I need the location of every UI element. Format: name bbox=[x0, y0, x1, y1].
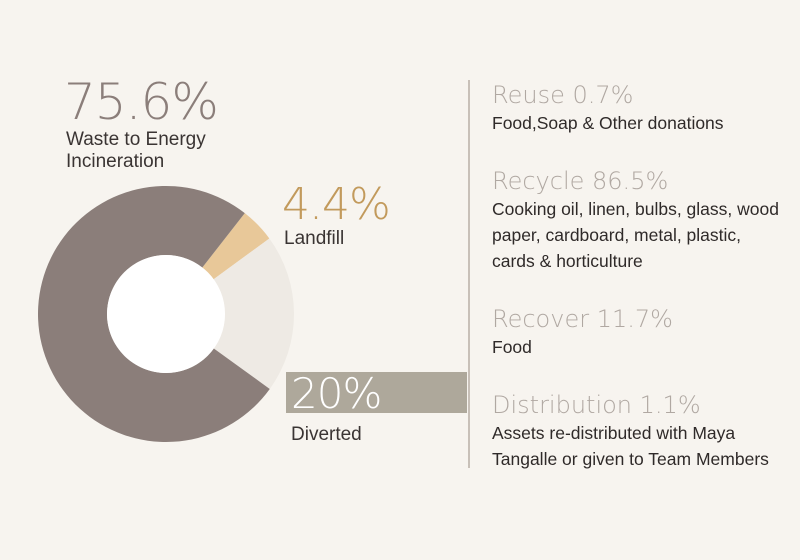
category-title: Distribution 1.1% bbox=[492, 391, 701, 419]
category-distribution: Distribution 1.1% Assets re-distributed … bbox=[492, 390, 787, 472]
category-title: Recycle 86.5% bbox=[492, 167, 669, 195]
landfill-label: Landfill bbox=[284, 228, 345, 249]
slice-waste-to-energy bbox=[38, 186, 270, 443]
waste-to-energy-percent: 75.6% bbox=[64, 73, 219, 131]
landfill-percent: 4.4% bbox=[282, 179, 391, 230]
category-title: Reuse 0.7% bbox=[492, 81, 634, 109]
slice-landfill bbox=[202, 213, 270, 280]
donut-hole bbox=[107, 255, 225, 373]
category-recover: Recover 11.7% Food bbox=[492, 304, 787, 360]
divider-line bbox=[468, 80, 470, 468]
category-description: Cooking oil, linen, bulbs, glass, wood p… bbox=[492, 199, 779, 271]
category-description: Assets re-distributed with Maya Tangalle… bbox=[492, 423, 769, 469]
category-title: Recover 11.7% bbox=[492, 305, 673, 333]
diverted-highlight-bar bbox=[286, 372, 467, 413]
diverted-percent: 20% bbox=[291, 369, 382, 418]
category-reuse: Reuse 0.7% Food,Soap & Other donations bbox=[492, 80, 787, 136]
category-description: Food bbox=[492, 337, 532, 357]
category-recycle: Recycle 86.5% Cooking oil, linen, bulbs,… bbox=[492, 166, 787, 274]
waste-to-energy-label: Waste to Energy Incineration bbox=[66, 129, 206, 172]
diverted-label: Diverted bbox=[291, 424, 362, 445]
category-description: Food,Soap & Other donations bbox=[492, 113, 724, 133]
slice-diverted bbox=[213, 238, 294, 389]
